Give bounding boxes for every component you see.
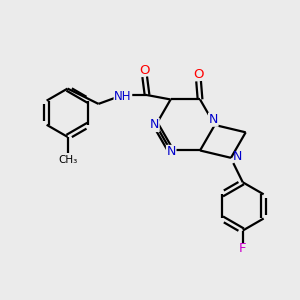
Text: O: O [140,64,150,77]
Text: N: N [167,146,176,158]
Text: N: N [208,113,218,126]
Text: CH₃: CH₃ [58,154,77,164]
Text: N: N [150,118,159,131]
Text: NH: NH [114,90,132,103]
Text: O: O [193,68,204,81]
Text: N: N [233,150,242,163]
Text: F: F [239,242,247,255]
